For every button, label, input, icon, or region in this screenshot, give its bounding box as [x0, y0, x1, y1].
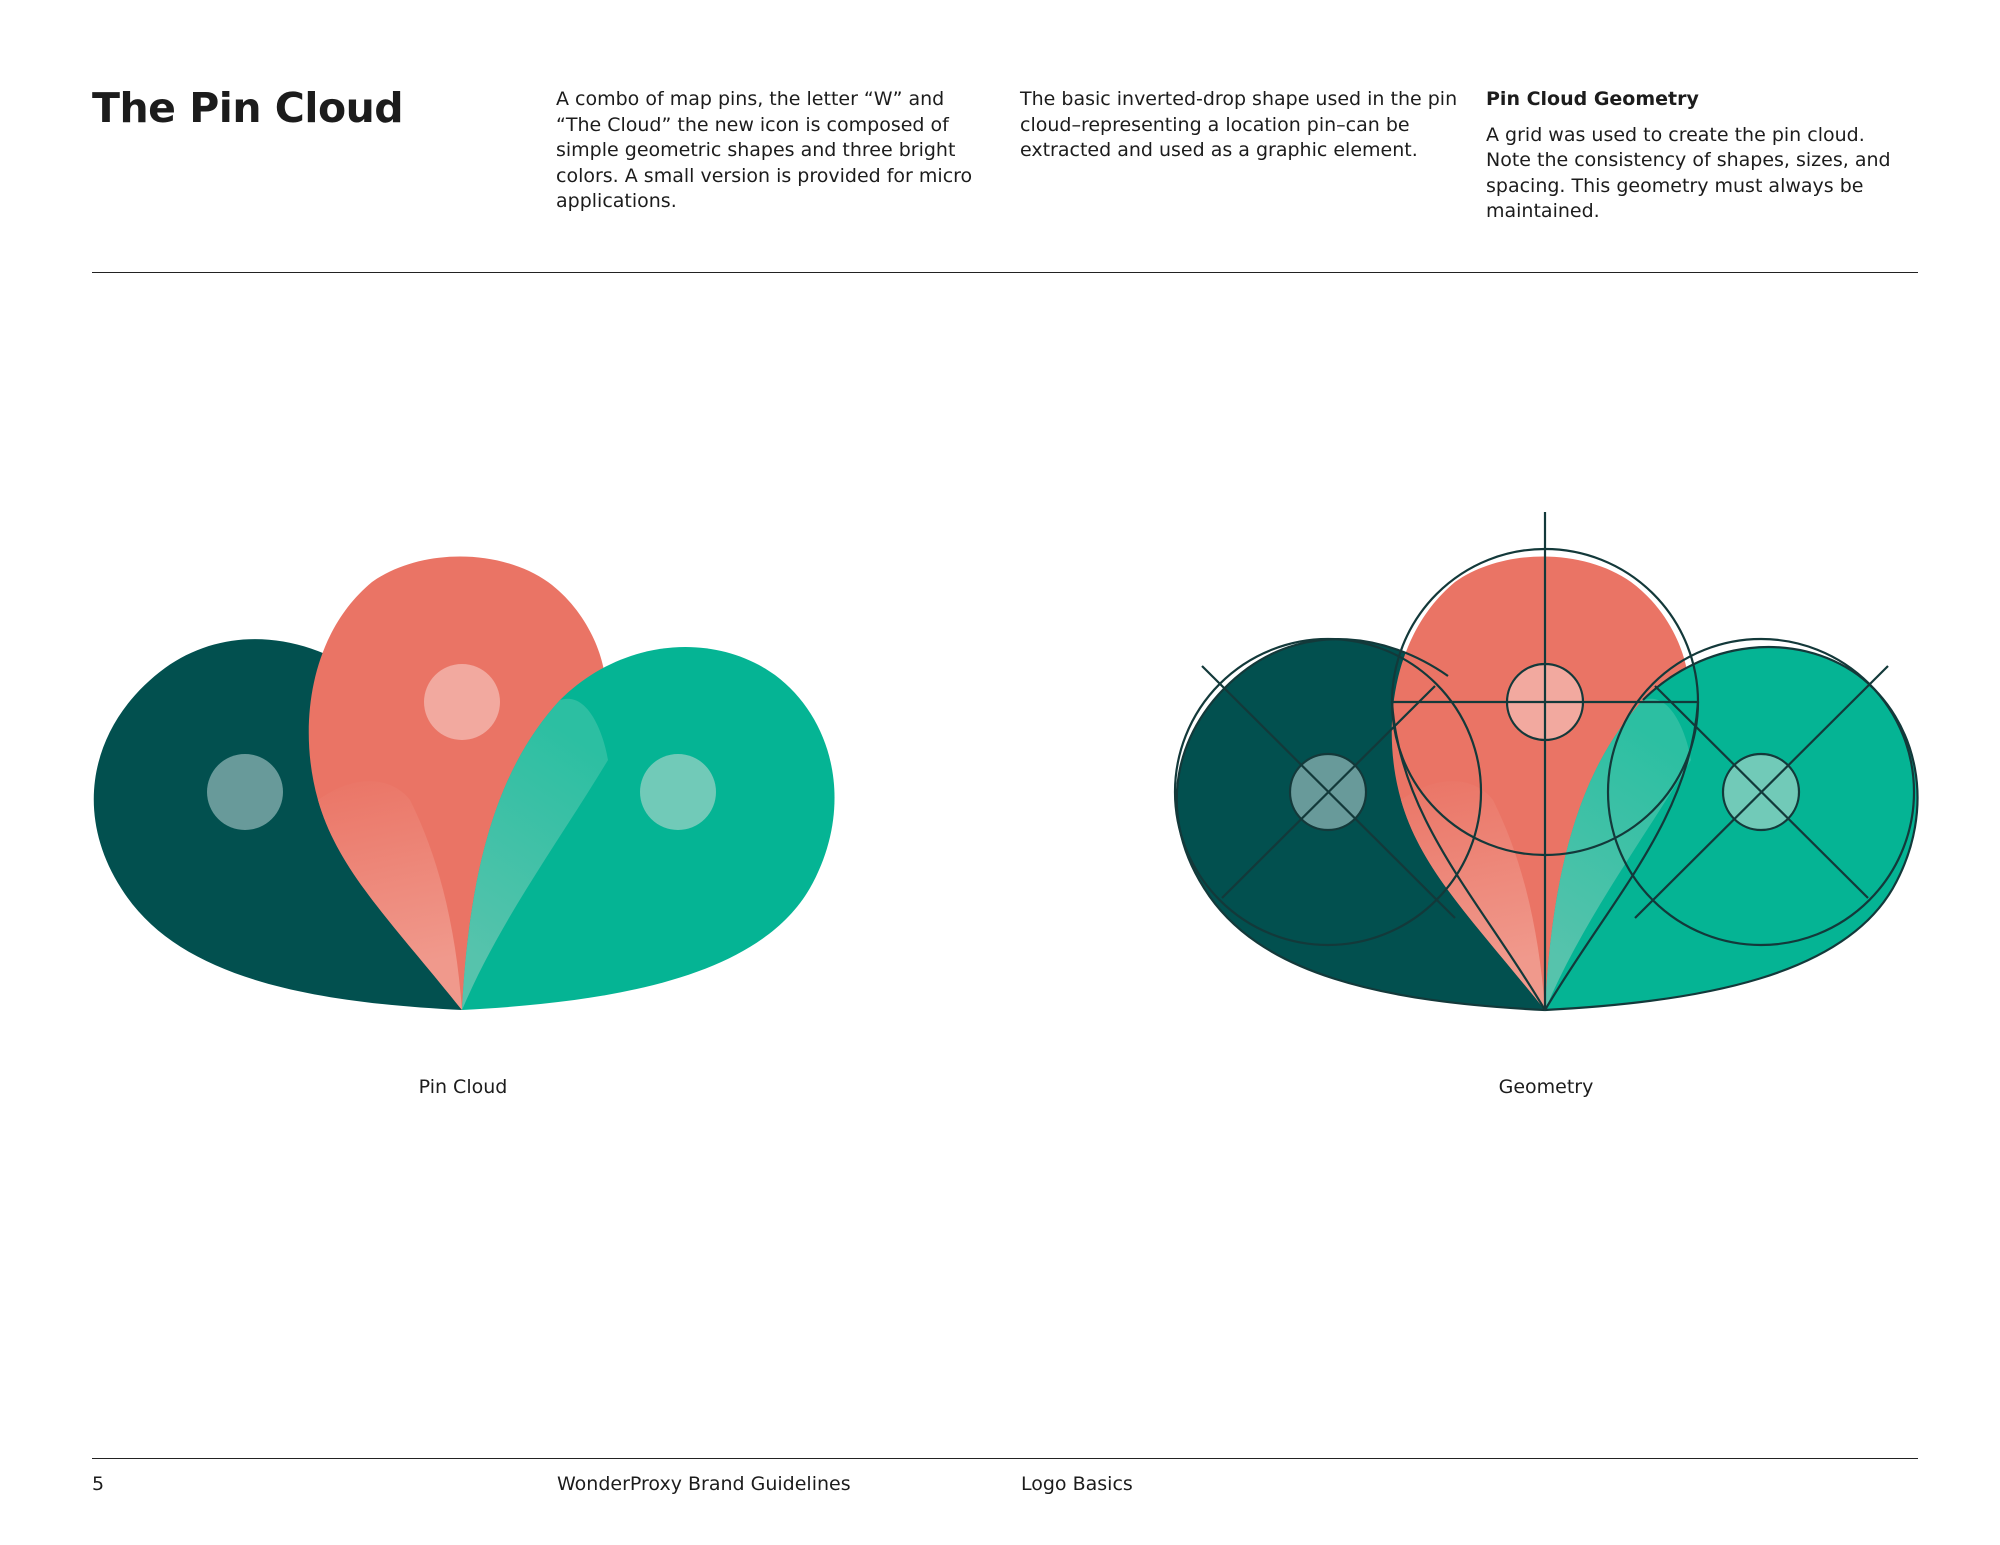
construction-lines [1173, 512, 1919, 1012]
geometry-caption: Geometry [1498, 1076, 1594, 1098]
shape-column: The basic inverted-drop shape used in th… [1020, 87, 1460, 164]
geo-dot-left-ring [1288, 752, 1368, 832]
guide-circle-right [1606, 637, 1916, 947]
geo-green-petal-shade [1545, 698, 1691, 1010]
dot-right [640, 754, 716, 830]
intro-column: A combo of map pins, the letter “W” and … [556, 87, 976, 215]
geometry-logo [1173, 512, 1919, 1012]
outer-outline-right [1544, 646, 1919, 1012]
pin-cloud-logo [93, 556, 835, 1010]
shape-text: The basic inverted-drop shape used in th… [1020, 88, 1458, 161]
geo-dot-right-ring [1721, 752, 1801, 832]
footer-section: Logo Basics [1021, 1473, 1133, 1495]
dot-center [424, 664, 500, 740]
geo-dot-center-ring [1505, 662, 1585, 742]
footer-divider [92, 1458, 1918, 1459]
header-divider [92, 272, 1918, 273]
coral-petal-shade [318, 781, 462, 1010]
geometry-heading: Pin Cloud Geometry [1486, 88, 1699, 110]
drop-curve-left [1390, 701, 1546, 1011]
geometry-text: A grid was used to create the pin cloud.… [1486, 123, 1891, 223]
green-petal-shade [462, 698, 608, 1010]
pin-cloud-caption: Pin Cloud [418, 1076, 508, 1098]
geometry-column: Pin Cloud Geometry A grid was used to cr… [1486, 87, 1906, 225]
diagonal-right-b [1654, 685, 1869, 899]
diagonal-left-b [1221, 685, 1436, 899]
guide-circle-left [1173, 637, 1483, 947]
dot-left [207, 754, 283, 830]
footer-brand: WonderProxy Brand Guidelines [557, 1473, 851, 1495]
drop-curve-right [1544, 701, 1700, 1011]
page-title: The Pin Cloud [92, 84, 404, 132]
intro-text: A combo of map pins, the letter “W” and … [556, 88, 973, 212]
page-number: 5 [92, 1473, 105, 1495]
